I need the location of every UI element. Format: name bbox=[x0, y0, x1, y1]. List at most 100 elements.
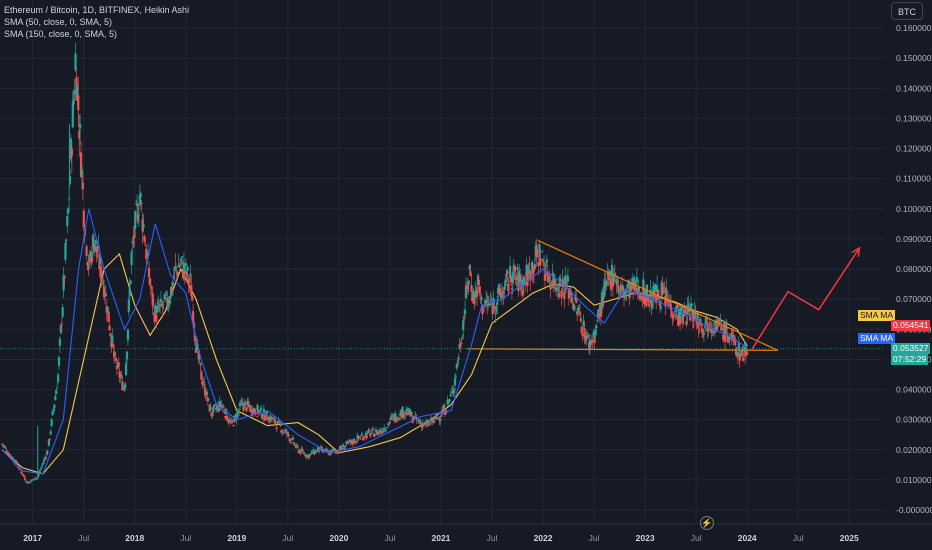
candle-body bbox=[254, 411, 257, 415]
candle-body bbox=[56, 387, 59, 389]
candle-body bbox=[461, 338, 464, 340]
x-tick-label[interactable]: Jul bbox=[384, 533, 395, 543]
candle-body bbox=[689, 316, 692, 321]
y-tick-label[interactable]: 0.090000 bbox=[896, 234, 932, 244]
y-axis[interactable]: 0.160000 0.150000 0.140000 0.130000 0.120000… bbox=[896, 23, 932, 515]
candle-body bbox=[329, 452, 333, 455]
candle-body bbox=[388, 422, 391, 424]
candle-body bbox=[55, 390, 58, 395]
candle-body bbox=[44, 457, 47, 458]
x-tick-label[interactable]: 2020 bbox=[329, 533, 348, 543]
legend-sma50[interactable]: SMA (50, close, 0, SMA, 5) bbox=[4, 17, 113, 27]
x-tick-label[interactable]: 2019 bbox=[227, 533, 246, 543]
candle-body bbox=[727, 339, 730, 340]
candle-body bbox=[494, 313, 497, 315]
candle-body bbox=[79, 152, 83, 177]
candle-body bbox=[707, 329, 710, 331]
x-tick-label[interactable]: 2017 bbox=[23, 533, 42, 543]
candle-body bbox=[456, 360, 459, 362]
candle-body bbox=[401, 406, 404, 414]
candle-body bbox=[532, 269, 536, 272]
y-tick-label[interactable]: 0.150000 bbox=[896, 53, 932, 63]
x-tick-label[interactable]: 2018 bbox=[125, 533, 144, 543]
candle-body bbox=[80, 169, 84, 175]
candle-body bbox=[129, 280, 132, 284]
candle-body bbox=[542, 264, 546, 266]
x-tick-label[interactable]: Jul bbox=[282, 533, 293, 543]
candle-body bbox=[317, 450, 321, 452]
candle-body bbox=[656, 290, 660, 299]
candle-body bbox=[71, 101, 74, 128]
candle-body bbox=[448, 399, 451, 402]
y-tick-label[interactable]: 0.010000 bbox=[896, 475, 932, 485]
candle-body bbox=[677, 314, 680, 326]
candle-body bbox=[569, 290, 572, 295]
candle-body bbox=[404, 412, 407, 415]
candle-body bbox=[222, 406, 225, 408]
candle-body bbox=[1, 444, 5, 446]
x-tick-label[interactable]: Jul bbox=[78, 533, 89, 543]
candle-body bbox=[2, 445, 5, 447]
candle-body bbox=[209, 407, 212, 411]
x-axis[interactable]: 2017 Jul 2018 Jul 2019 Jul 2020 Jul 2021 Jul 2022 J… bbox=[0, 523, 932, 543]
candle-body bbox=[483, 305, 486, 307]
candle-body bbox=[90, 256, 94, 262]
legend-sma150[interactable]: SMA (150, close, 0, SMA, 5) bbox=[4, 29, 118, 39]
candle-body bbox=[223, 411, 226, 414]
candle-body bbox=[616, 278, 619, 281]
y-tick-label[interactable]: 0.100000 bbox=[896, 204, 932, 214]
candle-body bbox=[474, 290, 477, 299]
x-tick-label[interactable]: Jul bbox=[793, 533, 804, 543]
candle-body bbox=[100, 266, 103, 281]
candle-body bbox=[730, 333, 733, 339]
candle-body bbox=[210, 412, 213, 416]
x-tick-label[interactable]: 2024 bbox=[738, 533, 757, 543]
x-tick-label[interactable]: 2022 bbox=[534, 533, 553, 543]
x-tick-label[interactable]: Jul bbox=[180, 533, 191, 543]
candle-body bbox=[715, 325, 718, 331]
candle-body bbox=[271, 418, 274, 420]
y-tick-label[interactable]: 0.080000 bbox=[896, 264, 932, 274]
candle-body bbox=[655, 285, 659, 293]
candle-body bbox=[89, 259, 92, 262]
x-tick-label[interactable]: Jul bbox=[691, 533, 702, 543]
y-tick-label[interactable]: 0.130000 bbox=[896, 113, 932, 123]
x-tick-label[interactable]: 2023 bbox=[636, 533, 655, 543]
candle-body bbox=[537, 262, 540, 266]
y-tick-label[interactable]: 0.070000 bbox=[896, 294, 932, 304]
x-tick-label[interactable]: 2025 bbox=[840, 533, 859, 543]
candle-body bbox=[528, 264, 531, 266]
candle-body bbox=[289, 439, 292, 441]
candle-body bbox=[555, 287, 559, 292]
y-tick-label[interactable]: 0.020000 bbox=[896, 445, 932, 455]
candle-body bbox=[32, 479, 35, 481]
candle-body bbox=[541, 251, 544, 253]
y-tick-label[interactable]: 0.040000 bbox=[896, 385, 932, 395]
candle-body bbox=[570, 297, 573, 303]
candle-body bbox=[582, 320, 585, 327]
candle-body bbox=[276, 420, 279, 425]
candle-body bbox=[508, 265, 512, 278]
candle-body bbox=[234, 415, 237, 416]
candle-body bbox=[637, 286, 640, 291]
candle-body bbox=[331, 449, 334, 451]
legend-title[interactable]: Ethereum / Bitcoin, 1D, BITFINEX, Heikin… bbox=[4, 5, 190, 15]
candle-body bbox=[668, 300, 672, 303]
lightning-icon[interactable]: ⚡ bbox=[700, 516, 714, 530]
x-tick-label[interactable]: Jul bbox=[589, 533, 600, 543]
y-tick-label[interactable]: 0.160000 bbox=[896, 23, 932, 33]
y-tick-label[interactable]: 0.110000 bbox=[896, 174, 931, 184]
candle-body bbox=[615, 280, 618, 285]
y-tick-label[interactable]: 0.120000 bbox=[896, 144, 932, 154]
candle-body bbox=[166, 297, 169, 306]
y-tick-label[interactable]: 0.140000 bbox=[896, 83, 932, 93]
y-tick-label[interactable]: -0.000000 bbox=[896, 505, 932, 515]
currency-button[interactable]: BTC bbox=[891, 2, 923, 20]
y-tick-label[interactable]: 0.030000 bbox=[896, 415, 932, 425]
candle-body bbox=[280, 430, 283, 433]
x-tick-label[interactable]: 2021 bbox=[432, 533, 451, 543]
candle-body bbox=[35, 478, 39, 480]
x-tick-label[interactable]: Jul bbox=[487, 533, 498, 543]
candle-body bbox=[0, 443, 4, 445]
